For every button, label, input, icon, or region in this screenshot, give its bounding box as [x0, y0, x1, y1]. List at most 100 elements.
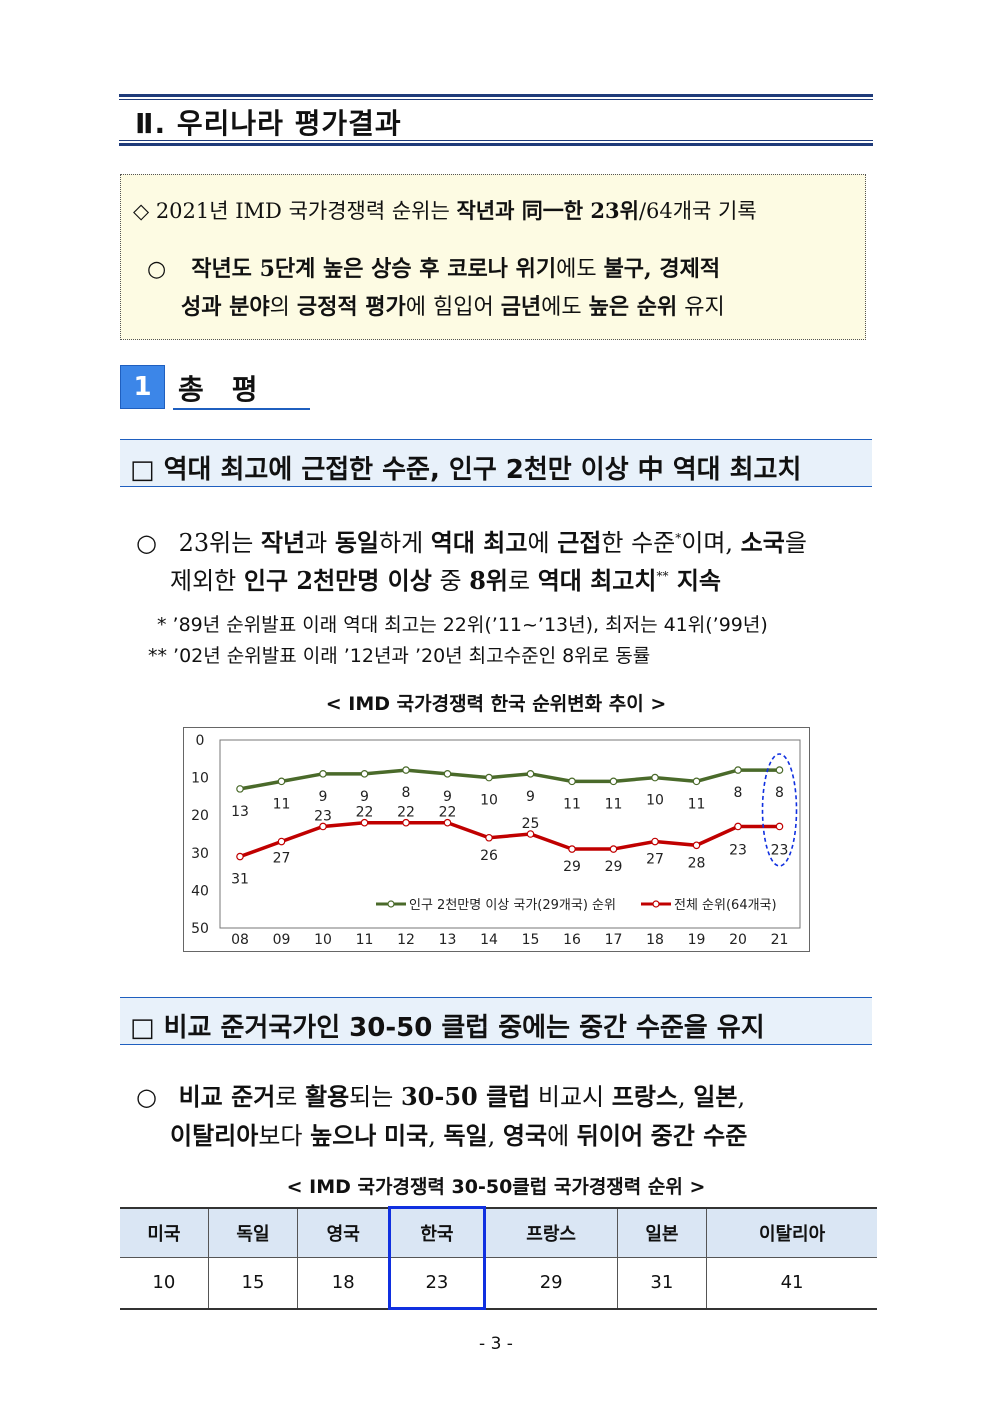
data-point	[651, 773, 659, 782]
subsection-title: 총평	[178, 373, 286, 406]
section-title-band: Ⅱ. 우리나라 평가결과	[119, 94, 873, 146]
x-tick-label: 14	[480, 932, 498, 948]
summary-highlight: 불구, 경제적	[603, 256, 721, 282]
para-text: ,	[737, 1083, 746, 1111]
para-bold: 활용	[305, 1082, 350, 1111]
footnote-mark: **	[656, 569, 669, 583]
data-label: 13	[231, 804, 249, 820]
bullet: ○	[136, 529, 157, 557]
title-rule-bottom-thin	[119, 140, 873, 141]
para1-line-1: ○ 23위는 작년과 동일하게 역대 최고에 근접한 수준*이며, 소국을	[136, 523, 807, 558]
para-text: 하게	[378, 529, 431, 557]
title-rule-bottom	[119, 143, 873, 146]
summary-text: 에 힘입어	[405, 295, 501, 320]
summary-box: ◇ 2021년 IMD 국가경쟁력 순위는 작년과 同一한 23위/64개국 기…	[120, 174, 866, 340]
data-label: 27	[646, 852, 664, 868]
para-bold: 지속	[668, 566, 721, 595]
summary-text: 유지	[677, 295, 725, 320]
data-point	[775, 822, 784, 831]
data-label: 23	[314, 808, 332, 824]
data-point	[526, 830, 535, 838]
summary-text: ◇ 2021년 IMD 국가경쟁력 순위는	[133, 199, 457, 223]
para-text: 을	[784, 529, 807, 557]
para-text: 로	[275, 1083, 305, 1111]
para-bold: 프랑스	[611, 1082, 678, 1111]
y-tick-label: 50	[191, 921, 209, 937]
headline-bar-1: □ 역대 최고에 근접한 수준, 인구 2천만 이상 中 역대 최고치	[120, 439, 872, 487]
data-label: 8	[775, 785, 784, 801]
highlight-ellipse	[761, 753, 798, 867]
summary-text: 의	[269, 295, 297, 320]
data-label: 31	[231, 872, 249, 888]
table-row: 10 15 18 23 29 31 41	[120, 1257, 877, 1310]
title-rule-top-thin	[119, 99, 873, 100]
data-point	[236, 852, 244, 861]
summary-highlight: 높은 순위	[588, 294, 678, 320]
data-point	[692, 841, 701, 850]
x-tick-label: 08	[231, 932, 249, 948]
series-line	[239, 768, 780, 791]
data-point	[734, 822, 742, 831]
para-text: ,	[487, 1122, 503, 1150]
data-point	[236, 785, 244, 793]
data-point	[277, 837, 286, 846]
para-bold: 뒤이어	[576, 1121, 644, 1150]
x-tick-label: 18	[646, 932, 664, 948]
data-point	[609, 845, 618, 853]
para-bold: 중간 수준	[650, 1121, 748, 1150]
summary-text: /64개국 기록	[638, 199, 757, 223]
data-label: 9	[360, 789, 369, 805]
headline-bar-2: □ 비교 준거국가인 30-50 클럽 중에는 중간 수준을 유지	[120, 997, 872, 1045]
subsection-number-badge: 1	[120, 365, 165, 409]
legend-swatch-marker	[387, 900, 395, 908]
table-header-cell: 이탈리아	[706, 1206, 877, 1258]
para-bold: 작년	[260, 528, 306, 557]
data-label: 8	[402, 785, 411, 801]
para-bold: 30-50 클럽	[400, 1082, 531, 1111]
para-text	[376, 1122, 384, 1150]
summary-line-3: 성과 분야의 긍정적 평가에 힘입어 금년에도 높은 순위 유지	[181, 289, 725, 321]
data-point	[485, 833, 493, 842]
data-point	[568, 777, 576, 786]
data-label: 11	[563, 796, 581, 812]
x-tick-label: 13	[439, 932, 457, 948]
x-tick-label: 20	[729, 932, 747, 948]
para-bold: 영국	[502, 1121, 548, 1150]
para-text: 보다	[258, 1122, 311, 1150]
x-tick-label: 21	[771, 932, 789, 948]
para2-line-1: ○ 비교 준거로 활용되는 30-50 클럽 비교시 프랑스, 일본,	[136, 1077, 745, 1112]
x-tick-label: 17	[605, 932, 623, 948]
data-point	[568, 845, 576, 853]
headline-text: □ 비교 준거국가인 30-50 클럽 중에는 중간 수준을 유지	[130, 1013, 765, 1043]
page-number: - 3 -	[479, 1334, 513, 1354]
legend-label: 전체 순위(64개국)	[674, 898, 777, 913]
data-point	[734, 766, 742, 774]
table-header-cell-highlight: 한국	[388, 1206, 486, 1258]
data-point	[360, 770, 369, 778]
table-cell: 29	[483, 1257, 618, 1310]
para-text: 중	[431, 567, 470, 595]
data-label: 22	[439, 805, 457, 821]
para-text: ,	[428, 1122, 444, 1150]
para-bold: 높으나	[310, 1121, 377, 1150]
data-label: 11	[605, 796, 623, 812]
y-tick-label: 30	[191, 846, 209, 862]
title-rule-top	[119, 94, 873, 97]
data-label: 22	[356, 805, 374, 821]
summary-highlight: 작년도 5단계 높은 상승 후 코로나 위기	[191, 256, 557, 282]
para-text: ,	[678, 1083, 694, 1111]
rank-trend-chart: 0 10 20 30 40 50 08 09 10 11 12 13 14 15 16 17 18 19 20 21 1…	[183, 727, 810, 952]
data-point	[319, 822, 327, 831]
table-header-cell: 영국	[297, 1206, 391, 1258]
data-point	[609, 777, 618, 786]
para-bold: 인구 2천만명 이상	[243, 566, 432, 595]
para-text: 제외한	[170, 567, 244, 595]
para-text: 이며,	[681, 529, 741, 557]
para-bold: 동일	[334, 528, 379, 557]
para-bold: 근접	[557, 528, 602, 557]
para-bold: 비교 준거	[178, 1082, 276, 1111]
summary-text: 에도	[556, 257, 604, 282]
para-text: 과	[305, 529, 335, 557]
summary-highlight: 성과 분야	[181, 294, 270, 320]
data-label: 23	[729, 842, 747, 858]
